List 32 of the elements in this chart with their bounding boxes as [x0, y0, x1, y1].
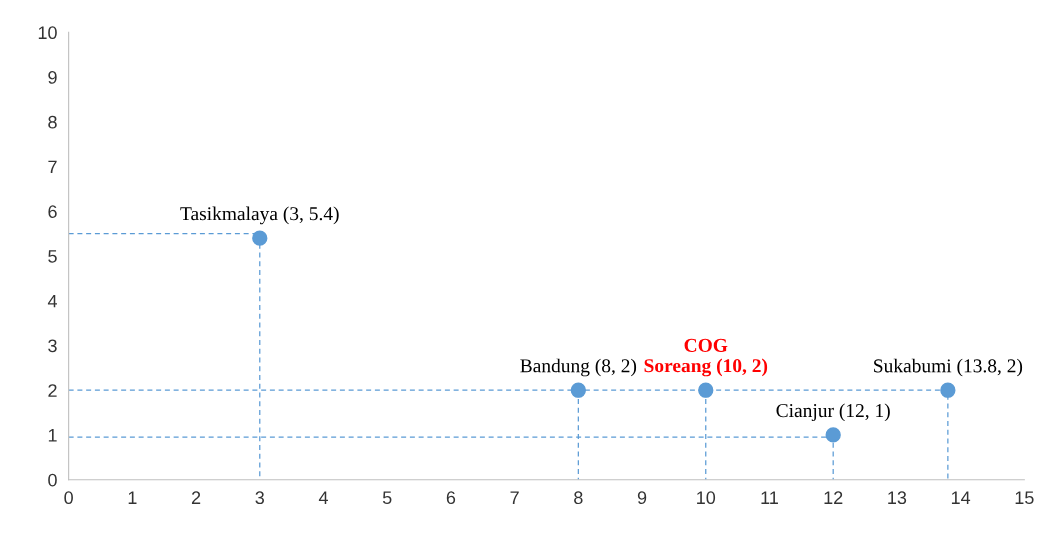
x-tick-label: 2	[191, 491, 201, 504]
x-tick-label: 8	[574, 491, 583, 505]
annotation: COG Soreang (10, 2)	[644, 338, 768, 377]
y-tick-label: 5	[48, 250, 57, 263]
x-tick-label: 10	[697, 491, 716, 505]
x-tick-label: 13	[888, 491, 907, 505]
x-tick-label: 5	[382, 491, 392, 505]
x-tick-label: 6	[446, 491, 456, 505]
x-tick-label: 9	[637, 491, 647, 505]
y-tick-label: 8	[48, 115, 57, 129]
annotation: Bandung (8, 2)	[520, 358, 637, 377]
annotation: Tasikmalaya (3, 5.4)	[180, 206, 339, 225]
x-tick-label: 0	[64, 491, 73, 505]
y-tick-label: 4	[47, 294, 57, 308]
y-tick-label: 3	[48, 339, 57, 353]
x-tick-label: 4	[318, 491, 328, 504]
y-tick-label: 1	[48, 429, 57, 442]
x-tick-label: 11	[761, 491, 778, 504]
y-tick-label: 2	[48, 384, 57, 397]
x-tick-label: 12	[824, 491, 843, 504]
x-tick-label: 7	[510, 491, 519, 504]
annotation: Cianjur (12, 1)	[776, 403, 890, 422]
annotation: Sukabumi (13.8, 2)	[874, 358, 1023, 377]
y-tick-label: 10	[38, 26, 57, 40]
x-tick-label: 3	[255, 491, 264, 505]
y-tick-label: 7	[48, 160, 57, 174]
y-tick-label: 0	[48, 473, 57, 487]
y-tick-label: 6	[48, 205, 57, 219]
x-tick-label: 1	[128, 491, 137, 504]
y-tick-label: 9	[48, 71, 57, 84]
x-tick-label: 15	[1015, 491, 1034, 505]
x-tick-label: 14	[951, 491, 971, 504]
